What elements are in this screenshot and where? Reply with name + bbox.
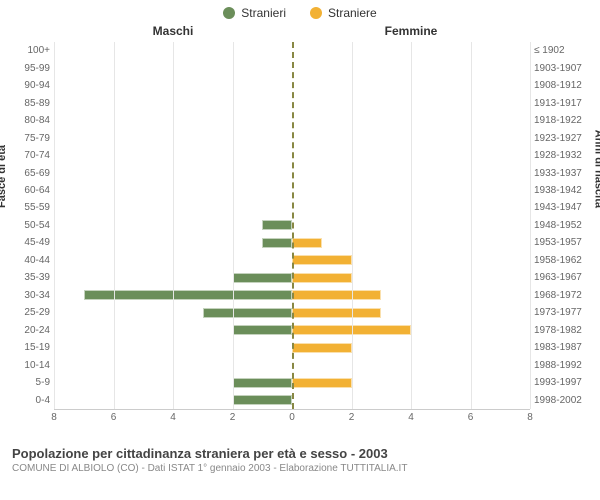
gridline bbox=[471, 42, 472, 409]
legend-item-male: Stranieri bbox=[223, 6, 286, 20]
age-label: 100+ bbox=[4, 45, 50, 56]
gridline bbox=[233, 42, 234, 409]
age-label: 5-9 bbox=[4, 377, 50, 388]
header-male: Maschi bbox=[54, 24, 292, 38]
legend-male-label: Stranieri bbox=[241, 6, 286, 20]
age-label: 80-84 bbox=[4, 115, 50, 126]
bar-male bbox=[233, 325, 293, 335]
birth-year-label: 1983-1987 bbox=[534, 342, 596, 353]
legend: Stranieri Straniere bbox=[0, 0, 600, 22]
x-tick-label: 6 bbox=[111, 412, 117, 423]
x-tick-label: 8 bbox=[51, 412, 57, 423]
population-pyramid-chart: Maschi Femmine Fasce di età Anni di nasc… bbox=[0, 22, 600, 442]
chart-footer: Popolazione per cittadinanza straniera p… bbox=[0, 442, 600, 474]
bar-male bbox=[262, 238, 292, 248]
gridline bbox=[173, 42, 174, 409]
bar-female bbox=[292, 308, 381, 318]
bar-female bbox=[292, 273, 352, 283]
birth-year-label: 1993-1997 bbox=[534, 377, 596, 388]
x-tick-label: 4 bbox=[408, 412, 414, 423]
birth-year-label: 1913-1917 bbox=[534, 98, 596, 109]
age-label: 60-64 bbox=[4, 185, 50, 196]
x-tick-label: 2 bbox=[230, 412, 236, 423]
birth-year-label: 1908-1912 bbox=[534, 80, 596, 91]
birth-year-label: 1958-1962 bbox=[534, 255, 596, 266]
x-tick-label: 4 bbox=[170, 412, 176, 423]
x-tick-label: 8 bbox=[527, 412, 533, 423]
gridline bbox=[114, 42, 115, 409]
center-line bbox=[292, 42, 294, 409]
birth-year-label: 1948-1952 bbox=[534, 220, 596, 231]
bar-female bbox=[292, 290, 381, 300]
birth-year-label: 1918-1922 bbox=[534, 115, 596, 126]
bar-male bbox=[203, 308, 292, 318]
bar-female bbox=[292, 378, 352, 388]
gridline bbox=[54, 42, 55, 409]
age-label: 15-19 bbox=[4, 342, 50, 353]
age-label: 40-44 bbox=[4, 255, 50, 266]
plot-area: 100+≤ 190295-991903-190790-941908-191285… bbox=[54, 42, 530, 410]
female-swatch-icon bbox=[310, 7, 322, 19]
age-label: 20-24 bbox=[4, 325, 50, 336]
age-label: 30-34 bbox=[4, 290, 50, 301]
gridline bbox=[352, 42, 353, 409]
birth-year-label: ≤ 1902 bbox=[534, 45, 596, 56]
age-label: 65-69 bbox=[4, 168, 50, 179]
birth-year-label: 1928-1932 bbox=[534, 150, 596, 161]
bar-male bbox=[262, 220, 292, 230]
gridline bbox=[530, 42, 531, 409]
age-label: 55-59 bbox=[4, 202, 50, 213]
age-label: 75-79 bbox=[4, 133, 50, 144]
legend-female-label: Straniere bbox=[328, 6, 377, 20]
legend-item-female: Straniere bbox=[310, 6, 377, 20]
bar-male bbox=[84, 290, 292, 300]
age-label: 50-54 bbox=[4, 220, 50, 231]
column-headers: Maschi Femmine bbox=[54, 24, 530, 38]
chart-subtitle: COMUNE DI ALBIOLO (CO) - Dati ISTAT 1° g… bbox=[12, 463, 592, 474]
header-female: Femmine bbox=[292, 24, 530, 38]
birth-year-label: 1978-1982 bbox=[534, 325, 596, 336]
gridline bbox=[411, 42, 412, 409]
birth-year-label: 1923-1927 bbox=[534, 133, 596, 144]
bar-male bbox=[233, 395, 293, 405]
birth-year-label: 1938-1942 bbox=[534, 185, 596, 196]
age-label: 95-99 bbox=[4, 63, 50, 74]
age-label: 70-74 bbox=[4, 150, 50, 161]
x-axis: 8 6 4 2 0 2 4 6 8 bbox=[54, 412, 530, 428]
birth-year-label: 1968-1972 bbox=[534, 290, 596, 301]
chart-title: Popolazione per cittadinanza straniera p… bbox=[12, 446, 592, 461]
age-label: 45-49 bbox=[4, 237, 50, 248]
birth-year-label: 1903-1907 bbox=[534, 63, 596, 74]
birth-year-label: 1963-1967 bbox=[534, 272, 596, 283]
birth-year-label: 1943-1947 bbox=[534, 202, 596, 213]
x-tick-label: 2 bbox=[349, 412, 355, 423]
birth-year-label: 1973-1977 bbox=[534, 307, 596, 318]
age-label: 90-94 bbox=[4, 80, 50, 91]
birth-year-label: 1988-1992 bbox=[534, 360, 596, 371]
age-label: 35-39 bbox=[4, 272, 50, 283]
male-swatch-icon bbox=[223, 7, 235, 19]
age-label: 25-29 bbox=[4, 307, 50, 318]
bar-male bbox=[233, 378, 293, 388]
bar-female bbox=[292, 255, 352, 265]
age-label: 10-14 bbox=[4, 360, 50, 371]
birth-year-label: 1998-2002 bbox=[534, 395, 596, 406]
age-label: 85-89 bbox=[4, 98, 50, 109]
birth-year-label: 1933-1937 bbox=[534, 168, 596, 179]
bar-female bbox=[292, 238, 322, 248]
age-label: 0-4 bbox=[4, 395, 50, 406]
x-tick-label: 0 bbox=[289, 412, 295, 423]
x-tick-label: 6 bbox=[468, 412, 474, 423]
bar-male bbox=[233, 273, 293, 283]
birth-year-label: 1953-1957 bbox=[534, 237, 596, 248]
bar-female bbox=[292, 343, 352, 353]
